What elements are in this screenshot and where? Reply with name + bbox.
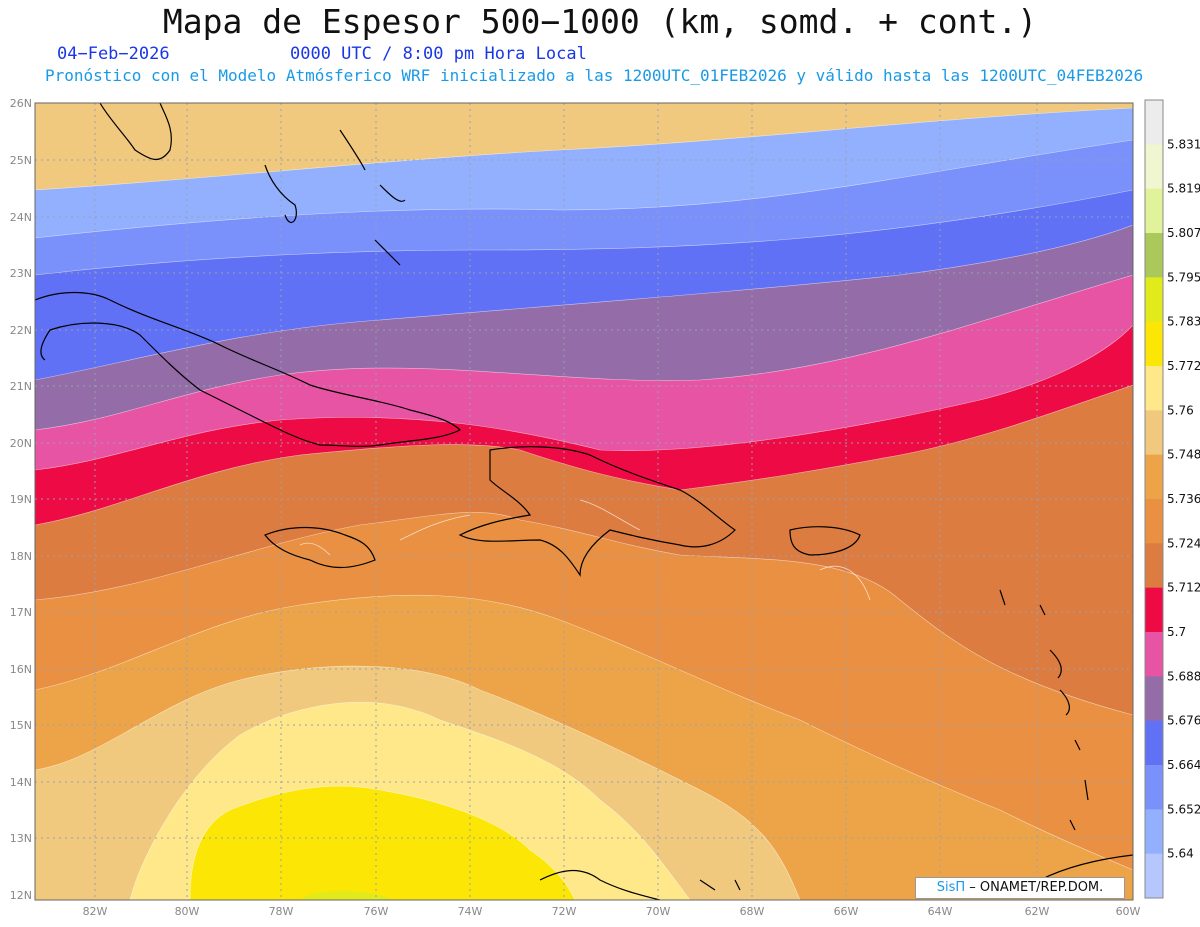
colorbar-swatch	[1145, 853, 1163, 899]
hispaniola-coast	[458, 446, 736, 577]
forecast-time: 0000 UTC / 8:00 pm Hora Local	[290, 44, 587, 64]
lon-label: 72W	[552, 905, 577, 918]
colorbar-label: 5.819	[1167, 182, 1200, 196]
lat-label: 23N	[10, 267, 32, 280]
band-5795	[300, 891, 392, 900]
colorbar-swatch	[1145, 587, 1163, 633]
colorbar-label: 5.748	[1167, 448, 1200, 462]
colorbar-label: 5.7	[1167, 625, 1186, 639]
lat-label: 26N	[10, 97, 32, 110]
colorbar-swatch	[1145, 765, 1163, 810]
colorbar-label: 5.688	[1167, 669, 1200, 683]
colorbar-swatch	[1145, 499, 1163, 544]
lon-labels: 82W 80W 78W 76W 74W 72W 70W 68W 66W 64W …	[83, 905, 1141, 918]
cuba-coast	[35, 291, 462, 447]
lat-label: 15N	[10, 719, 32, 732]
colorbar-label: 5.772	[1167, 359, 1200, 373]
lon-label: 66W	[834, 905, 859, 918]
puerto-rico-coast	[789, 526, 861, 556]
colorbar-label: 5.795	[1167, 270, 1200, 284]
band-5783	[189, 785, 576, 900]
colorbar-swatch	[1145, 676, 1163, 722]
lat-label: 21N	[10, 380, 32, 393]
lat-label: 22N	[10, 324, 32, 337]
lat-labels: 26N 25N 24N 23N 22N 21N 20N 19N 18N 17N …	[10, 97, 32, 902]
colorbar-swatch	[1145, 632, 1163, 677]
colorbar: 5.831 5.819 5.807 5.795 5.783 5.772 5.76 5.748 5…	[1144, 99, 1200, 899]
florida-coast	[99, 103, 172, 160]
colorbar-swatch	[1145, 366, 1163, 411]
map-title: Mapa de Espesor 500−1000 (km, somd. + co…	[162, 2, 1038, 41]
colorbar-swatch	[1145, 233, 1163, 278]
venezuela-coast	[539, 854, 1133, 900]
colorbar-label: 5.831	[1167, 137, 1200, 151]
credit-text: – ONAMET/REP.DOM.	[969, 880, 1104, 895]
lat-label: 16N	[10, 663, 32, 676]
lat-label: 17N	[10, 606, 32, 619]
map-bands	[35, 103, 1133, 900]
colorbar-swatch	[1145, 454, 1163, 500]
bahamas-islands	[339, 129, 406, 266]
lat-label: 20N	[10, 437, 32, 450]
jamaica-coast	[264, 526, 376, 569]
colorbar-swatch	[1145, 277, 1163, 323]
colorbar-label: 5.807	[1167, 226, 1200, 240]
credit-box: SisΠ – ONAMET/REP.DOM.	[915, 877, 1125, 899]
lon-label: 80W	[175, 905, 200, 918]
lat-label: 19N	[10, 493, 32, 506]
colorbar-swatch	[1145, 100, 1163, 145]
colorbar-frame	[1144, 99, 1164, 899]
map-frame	[34, 102, 1134, 901]
lat-label: 25N	[10, 154, 32, 167]
colorbar-swatch	[1145, 720, 1163, 766]
colorbar-label: 5.676	[1167, 714, 1200, 728]
lon-label: 64W	[928, 905, 953, 918]
brand-logo: SisΠ	[936, 880, 966, 895]
forecast-date: 04−Feb−2026	[57, 44, 170, 64]
lon-label: 82W	[83, 905, 108, 918]
lon-label: 60W	[1116, 905, 1141, 918]
lat-label: 12N	[10, 889, 32, 902]
lat-label: 14N	[10, 776, 32, 789]
colorbar-swatch	[1145, 144, 1163, 190]
colorbar-label: 5.712	[1167, 581, 1200, 595]
lesser-antilles	[999, 589, 1089, 831]
colorbar-label: 5.76	[1167, 403, 1194, 417]
colorbar-label: 5.736	[1167, 492, 1200, 506]
colorbar-label: 5.724	[1167, 536, 1200, 550]
lat-label: 18N	[10, 550, 32, 563]
colorbar-swatch	[1145, 809, 1163, 855]
gridlines	[35, 103, 1133, 900]
forecast-description: Pronóstico con el Modelo Atmósferico WRF…	[45, 66, 1144, 85]
colorbar-label: 5.652	[1167, 802, 1200, 816]
coastlines	[35, 103, 1133, 900]
lon-label: 74W	[458, 905, 483, 918]
lon-label: 62W	[1025, 905, 1050, 918]
lat-label: 24N	[10, 211, 32, 224]
colorbar-label: 5.783	[1167, 315, 1200, 329]
colorbar-swatch	[1145, 321, 1163, 367]
colorbar-swatch	[1145, 188, 1163, 234]
lon-label: 68W	[740, 905, 765, 918]
colorbar-label: 5.64	[1167, 847, 1194, 861]
lon-label: 70W	[646, 905, 671, 918]
lon-label: 78W	[269, 905, 294, 918]
colorbar-swatch	[1145, 543, 1163, 589]
contour-lines	[299, 499, 871, 601]
lon-label: 76W	[364, 905, 389, 918]
colorbar-swatch	[1145, 410, 1163, 456]
bahamas-andros	[264, 164, 297, 223]
colorbar-label: 5.664	[1167, 758, 1200, 772]
lat-label: 13N	[10, 832, 32, 845]
